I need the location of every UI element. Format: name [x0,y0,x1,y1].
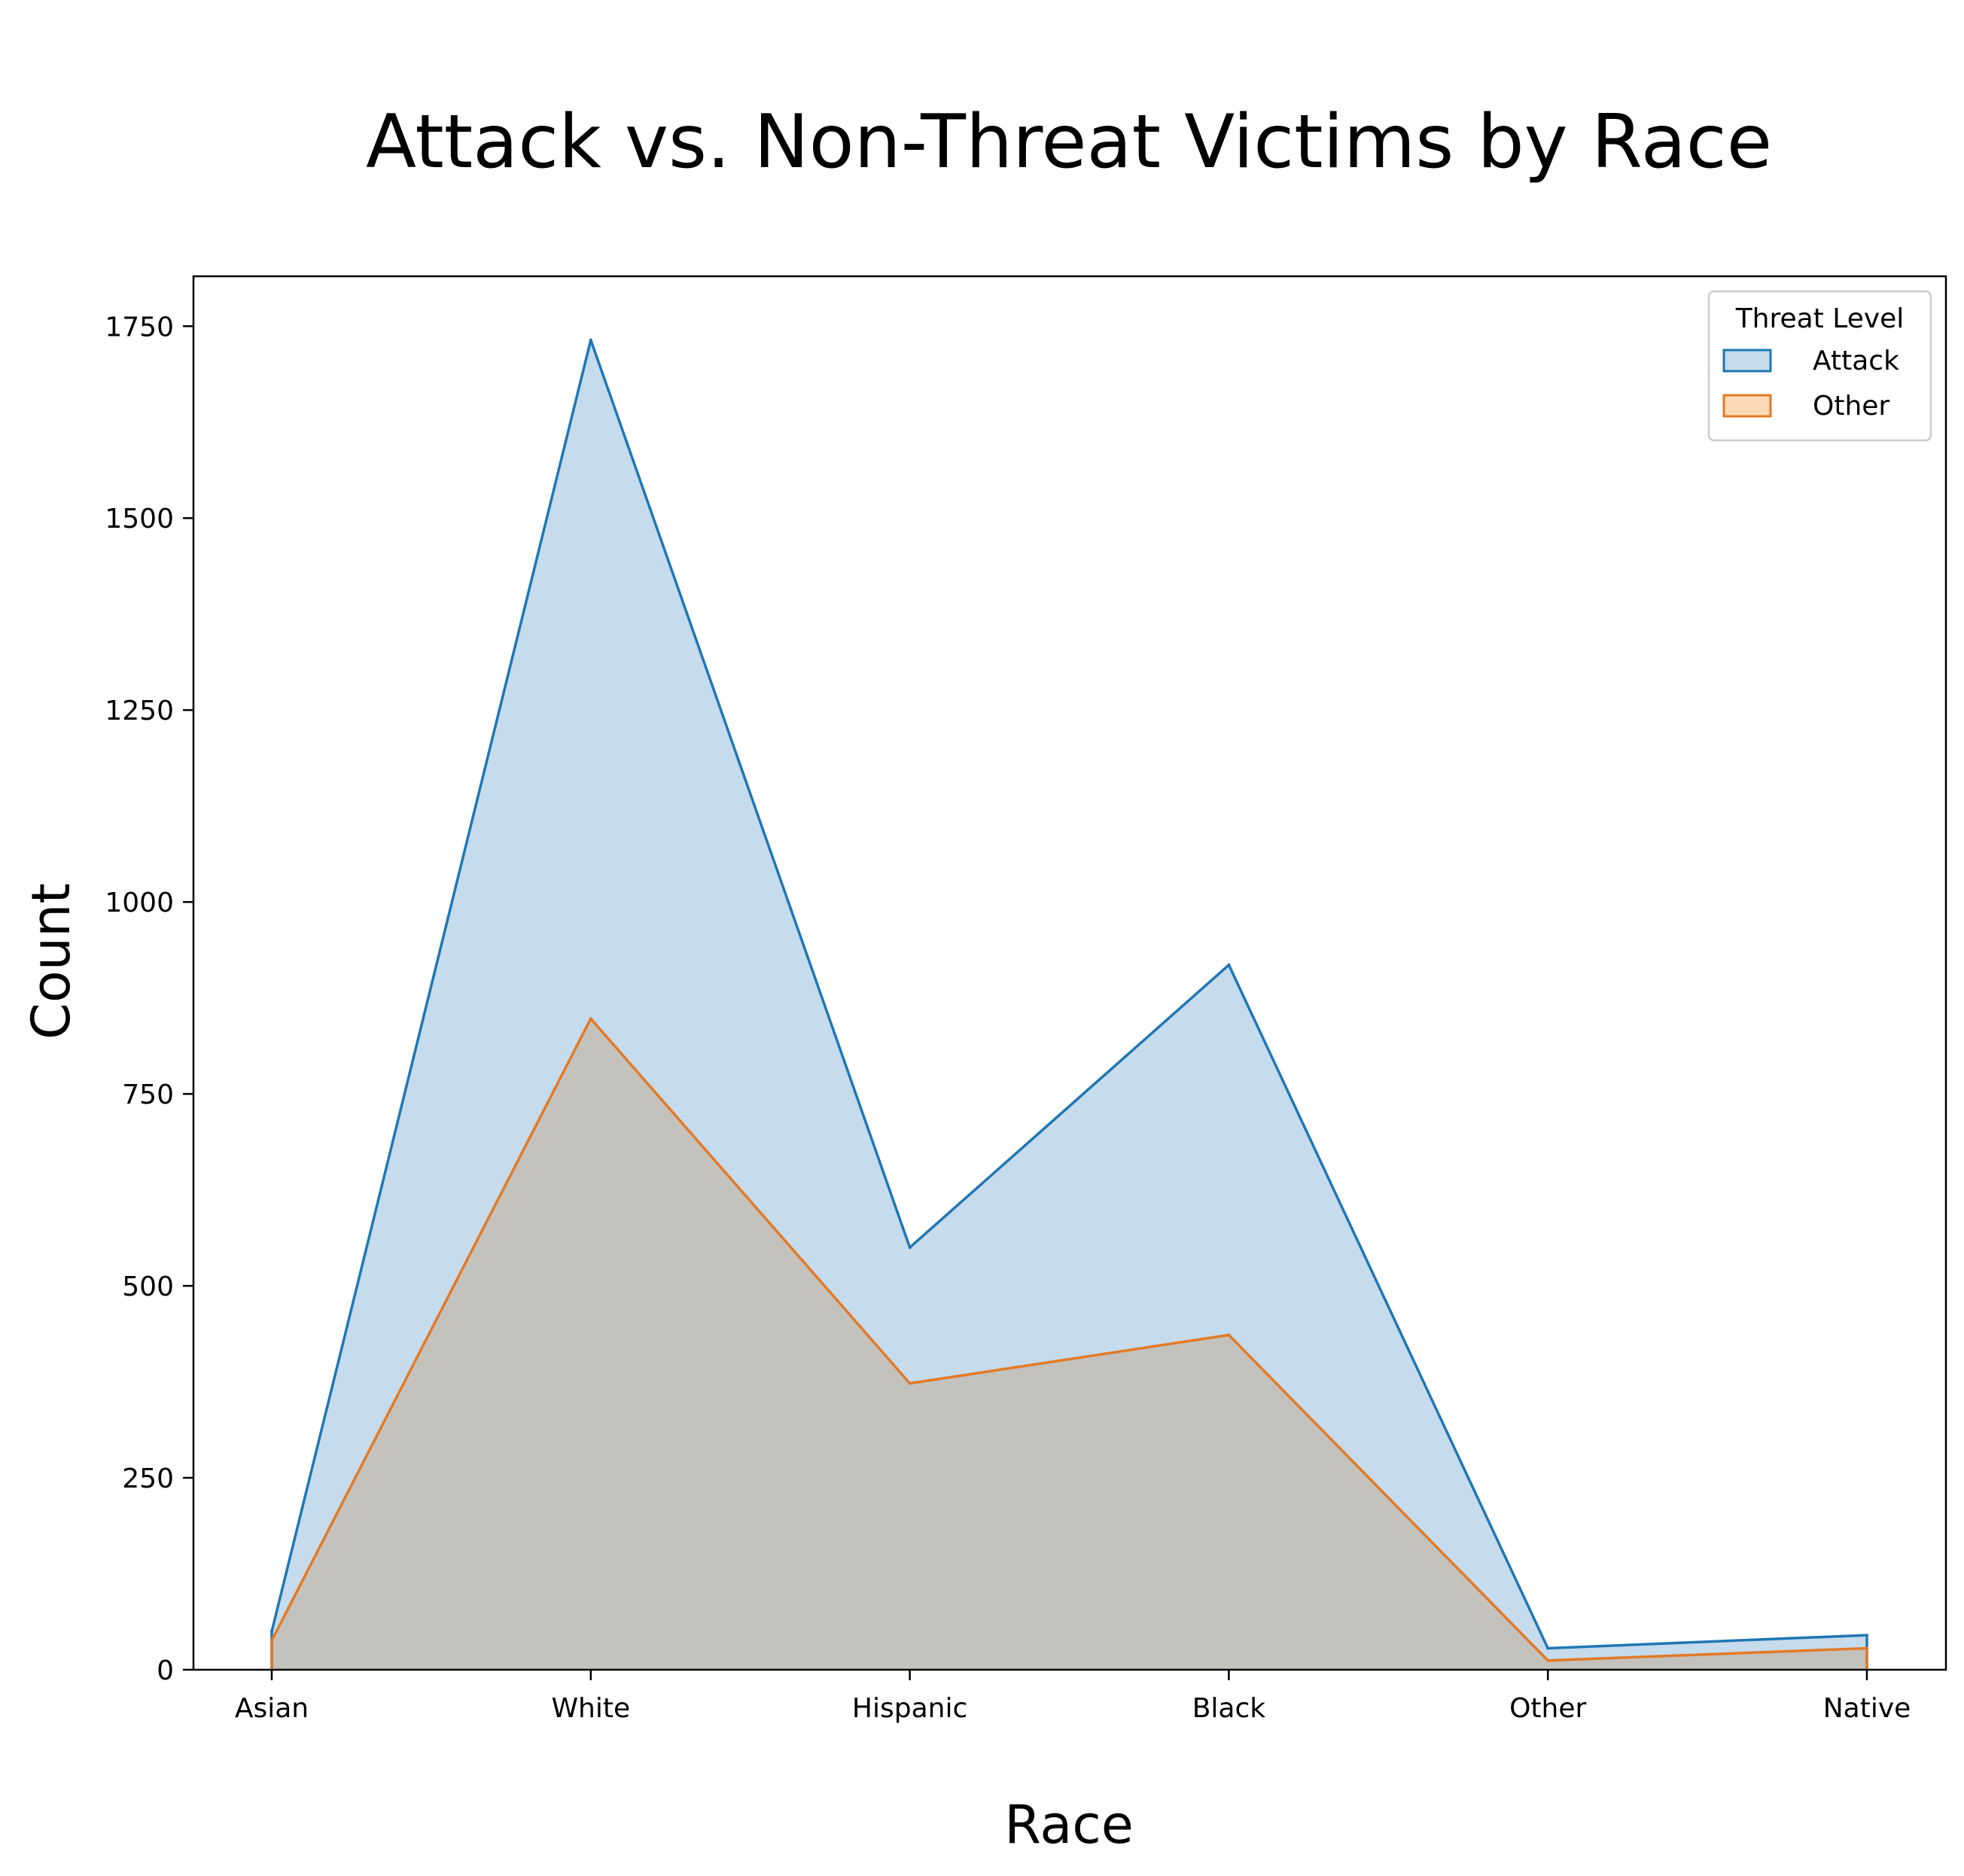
series-line-attack [270,338,1868,1670]
x-tick-label: Native [1823,1693,1911,1724]
x-tick-label: White [551,1693,630,1724]
x-axis-label: Race [1004,1794,1134,1856]
data-point-attack-asian [270,1630,273,1634]
legend: Threat Level Attack Other [1707,290,1932,442]
x-tick-label: Asian [235,1693,309,1724]
data-point-other-other [1546,1658,1550,1662]
data-point-attack-black [1227,963,1231,967]
x-tick-label: Hispanic [852,1693,967,1724]
data-point-other-hispanic [908,1381,912,1385]
axes: 0 250 500 750 1000 1250 1500 1750 Asian White Hisp… [105,275,1947,1724]
legend-label-other: Other [1813,391,1889,422]
y-tick-label: 1500 [105,504,174,534]
legend-label-attack: Attack [1813,346,1899,376]
y-tick-label: 1000 [105,888,174,918]
data-point-other-asian [270,1639,273,1643]
y-tick-label: 1250 [105,696,174,726]
series-line-other [270,1017,1868,1670]
y-axis-label: Count [20,883,82,1040]
legend-swatch-attack [1722,349,1772,373]
plot-frame [192,275,1947,1671]
x-tick-label: Other [1509,1693,1586,1724]
legend-swatch-other [1722,394,1772,418]
plot-area [270,338,1868,1670]
y-tick-label: 500 [122,1271,174,1302]
data-point-other-black [1227,1333,1231,1337]
area-fill-other [272,1019,1867,1670]
data-point-attack-native [1865,1634,1868,1637]
data-point-attack-hispanic [908,1246,912,1250]
data-point-other-native [1865,1646,1868,1650]
y-tick-label: 0 [157,1655,174,1686]
chart-title: Attack vs. Non-Threat Victims by Race [366,99,1772,185]
y-tick-label: 250 [122,1463,174,1494]
legend-title: Threat Level [1735,303,1905,334]
data-point-other-white [589,1017,592,1021]
x-tick-label: Black [1192,1693,1266,1724]
data-point-attack-other [1546,1646,1550,1650]
data-point-attack-white [589,338,592,342]
y-tick-label: 1750 [105,312,174,343]
y-tick-label: 750 [122,1080,174,1110]
